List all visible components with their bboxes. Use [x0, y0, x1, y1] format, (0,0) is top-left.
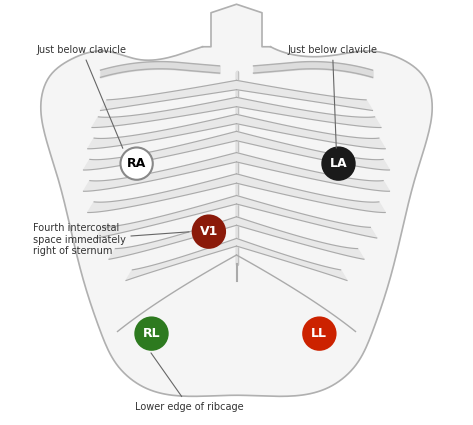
- Polygon shape: [236, 114, 385, 149]
- Polygon shape: [84, 153, 236, 191]
- Circle shape: [121, 147, 153, 180]
- Polygon shape: [84, 131, 236, 170]
- Polygon shape: [236, 131, 389, 170]
- Text: Just below clavicle: Just below clavicle: [37, 45, 127, 148]
- Polygon shape: [88, 114, 236, 149]
- Polygon shape: [109, 217, 236, 259]
- Polygon shape: [126, 238, 236, 280]
- Polygon shape: [92, 97, 236, 128]
- Polygon shape: [236, 174, 385, 212]
- Polygon shape: [236, 217, 364, 259]
- Polygon shape: [236, 238, 347, 280]
- Polygon shape: [236, 153, 389, 191]
- Polygon shape: [236, 97, 381, 128]
- Polygon shape: [236, 80, 373, 110]
- Text: LL: LL: [311, 327, 327, 340]
- Circle shape: [303, 317, 335, 350]
- Text: V1: V1: [200, 225, 218, 238]
- Polygon shape: [41, 4, 432, 397]
- Circle shape: [193, 215, 225, 248]
- Text: Fourth intercostal
space immediately
right of sternum: Fourth intercostal space immediately rig…: [33, 223, 189, 256]
- Text: LA: LA: [330, 157, 347, 170]
- Circle shape: [135, 317, 167, 350]
- Text: Just below clavicle: Just below clavicle: [288, 45, 377, 148]
- Polygon shape: [88, 174, 236, 212]
- Circle shape: [323, 147, 355, 180]
- Polygon shape: [236, 196, 377, 238]
- Polygon shape: [96, 196, 236, 238]
- Polygon shape: [100, 80, 236, 110]
- Text: Lower edge of ribcage: Lower edge of ribcage: [134, 353, 243, 412]
- Text: RL: RL: [143, 327, 160, 340]
- Text: RA: RA: [127, 157, 146, 170]
